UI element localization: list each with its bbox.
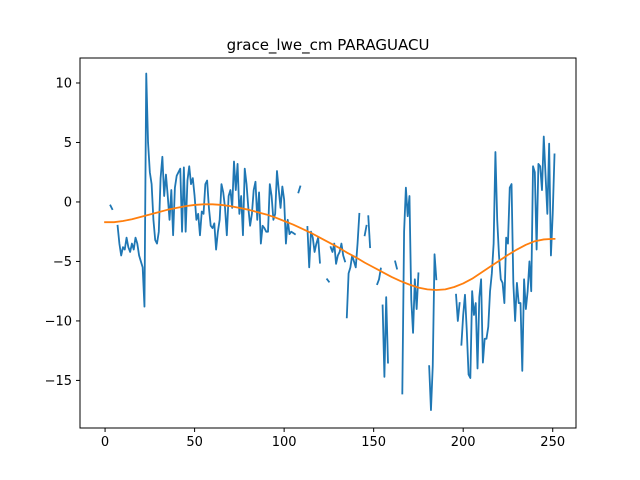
chart-title: grace_lwe_cm PARAGUACU — [227, 36, 430, 55]
series-1-line-segment — [394, 260, 399, 270]
y-tick-label: −15 — [45, 374, 72, 389]
y-tick-label: 10 — [55, 76, 72, 91]
series-1-line-segment — [329, 242, 347, 265]
y-tick-label: −5 — [53, 255, 72, 270]
x-tick-label: 150 — [361, 435, 386, 450]
series-1-line-segment — [325, 278, 331, 283]
axis-layer: 0 50 100 150 200 250 −15 −10 −5 0 5 10 — [45, 76, 566, 450]
x-tick-label: 250 — [540, 435, 565, 450]
series-1-line-segment — [455, 293, 461, 322]
x-tick-label: 200 — [451, 435, 476, 450]
series-1-line-segment — [428, 253, 438, 412]
series-1-line-segment — [306, 226, 321, 269]
y-tick-label: 5 — [64, 136, 72, 151]
series-1-line-segment — [381, 296, 389, 378]
x-tick-label: 50 — [186, 435, 203, 450]
series-1-line-segment — [401, 186, 420, 395]
x-tick-label: 100 — [272, 435, 297, 450]
y-tick-label: −10 — [45, 314, 72, 329]
plot-area — [79, 57, 577, 429]
series-1-line-segment — [116, 72, 297, 308]
y-tick-label: 0 — [64, 195, 72, 210]
series-2-line-segment — [104, 203, 556, 291]
series-1-line-segment — [109, 204, 114, 211]
series-1-line-segment — [376, 267, 382, 286]
series-1-line-segment — [363, 224, 368, 237]
x-tick-label: 0 — [101, 435, 109, 450]
series-1-line-segment — [367, 215, 372, 249]
series-layer — [104, 72, 556, 412]
series-1-line-segment — [460, 135, 556, 379]
series-1-line-segment — [297, 185, 302, 194]
series-1-line-segment — [345, 212, 361, 319]
